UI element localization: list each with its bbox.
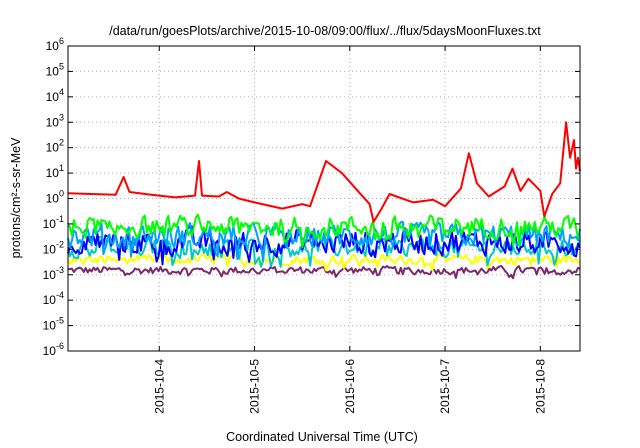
y-tick-label: 10-2 bbox=[43, 239, 64, 256]
y-tick-label: 101 bbox=[46, 163, 64, 180]
y-tick-label: 10-3 bbox=[43, 265, 64, 282]
y-tick-label: 10-1 bbox=[43, 214, 64, 231]
x-tick-label: 2015-10-7 bbox=[438, 359, 452, 414]
y-tick-label: 102 bbox=[46, 138, 64, 155]
series-line bbox=[67, 264, 581, 280]
axis-ticks: 10-6 10-5 10-4 10-3 10-2 10-1 100 101 102 103 104 1… bbox=[43, 36, 580, 414]
y-tick-label: 105 bbox=[46, 61, 64, 78]
x-axis-label: Coordinated Universal Time (UTC) bbox=[226, 430, 418, 444]
y-tick-label: 10-6 bbox=[43, 341, 64, 358]
grid-lines bbox=[68, 46, 580, 351]
y-tick-label: 103 bbox=[46, 112, 64, 129]
y-axis-label: protons/cm²-s-sr-MeV bbox=[9, 137, 23, 259]
chart-title: /data/run/goesPlots/archive/2015-10-08/0… bbox=[109, 24, 541, 38]
series-line bbox=[67, 213, 581, 249]
x-tick-label: 2015-10-5 bbox=[248, 359, 262, 414]
y-tick-label: 10-5 bbox=[43, 316, 64, 333]
x-tick-label: 2015-10-4 bbox=[152, 359, 166, 414]
y-tick-label: 106 bbox=[46, 36, 64, 53]
series-line bbox=[67, 121, 581, 223]
y-tick-label: 104 bbox=[46, 87, 64, 104]
y-tick-label: 100 bbox=[46, 189, 64, 206]
series-lines bbox=[67, 121, 581, 280]
x-tick-label: 2015-10-8 bbox=[533, 359, 547, 414]
series-line bbox=[67, 253, 581, 272]
y-tick-label: 10-4 bbox=[43, 290, 64, 307]
x-tick-label: 2015-10-6 bbox=[343, 359, 357, 414]
